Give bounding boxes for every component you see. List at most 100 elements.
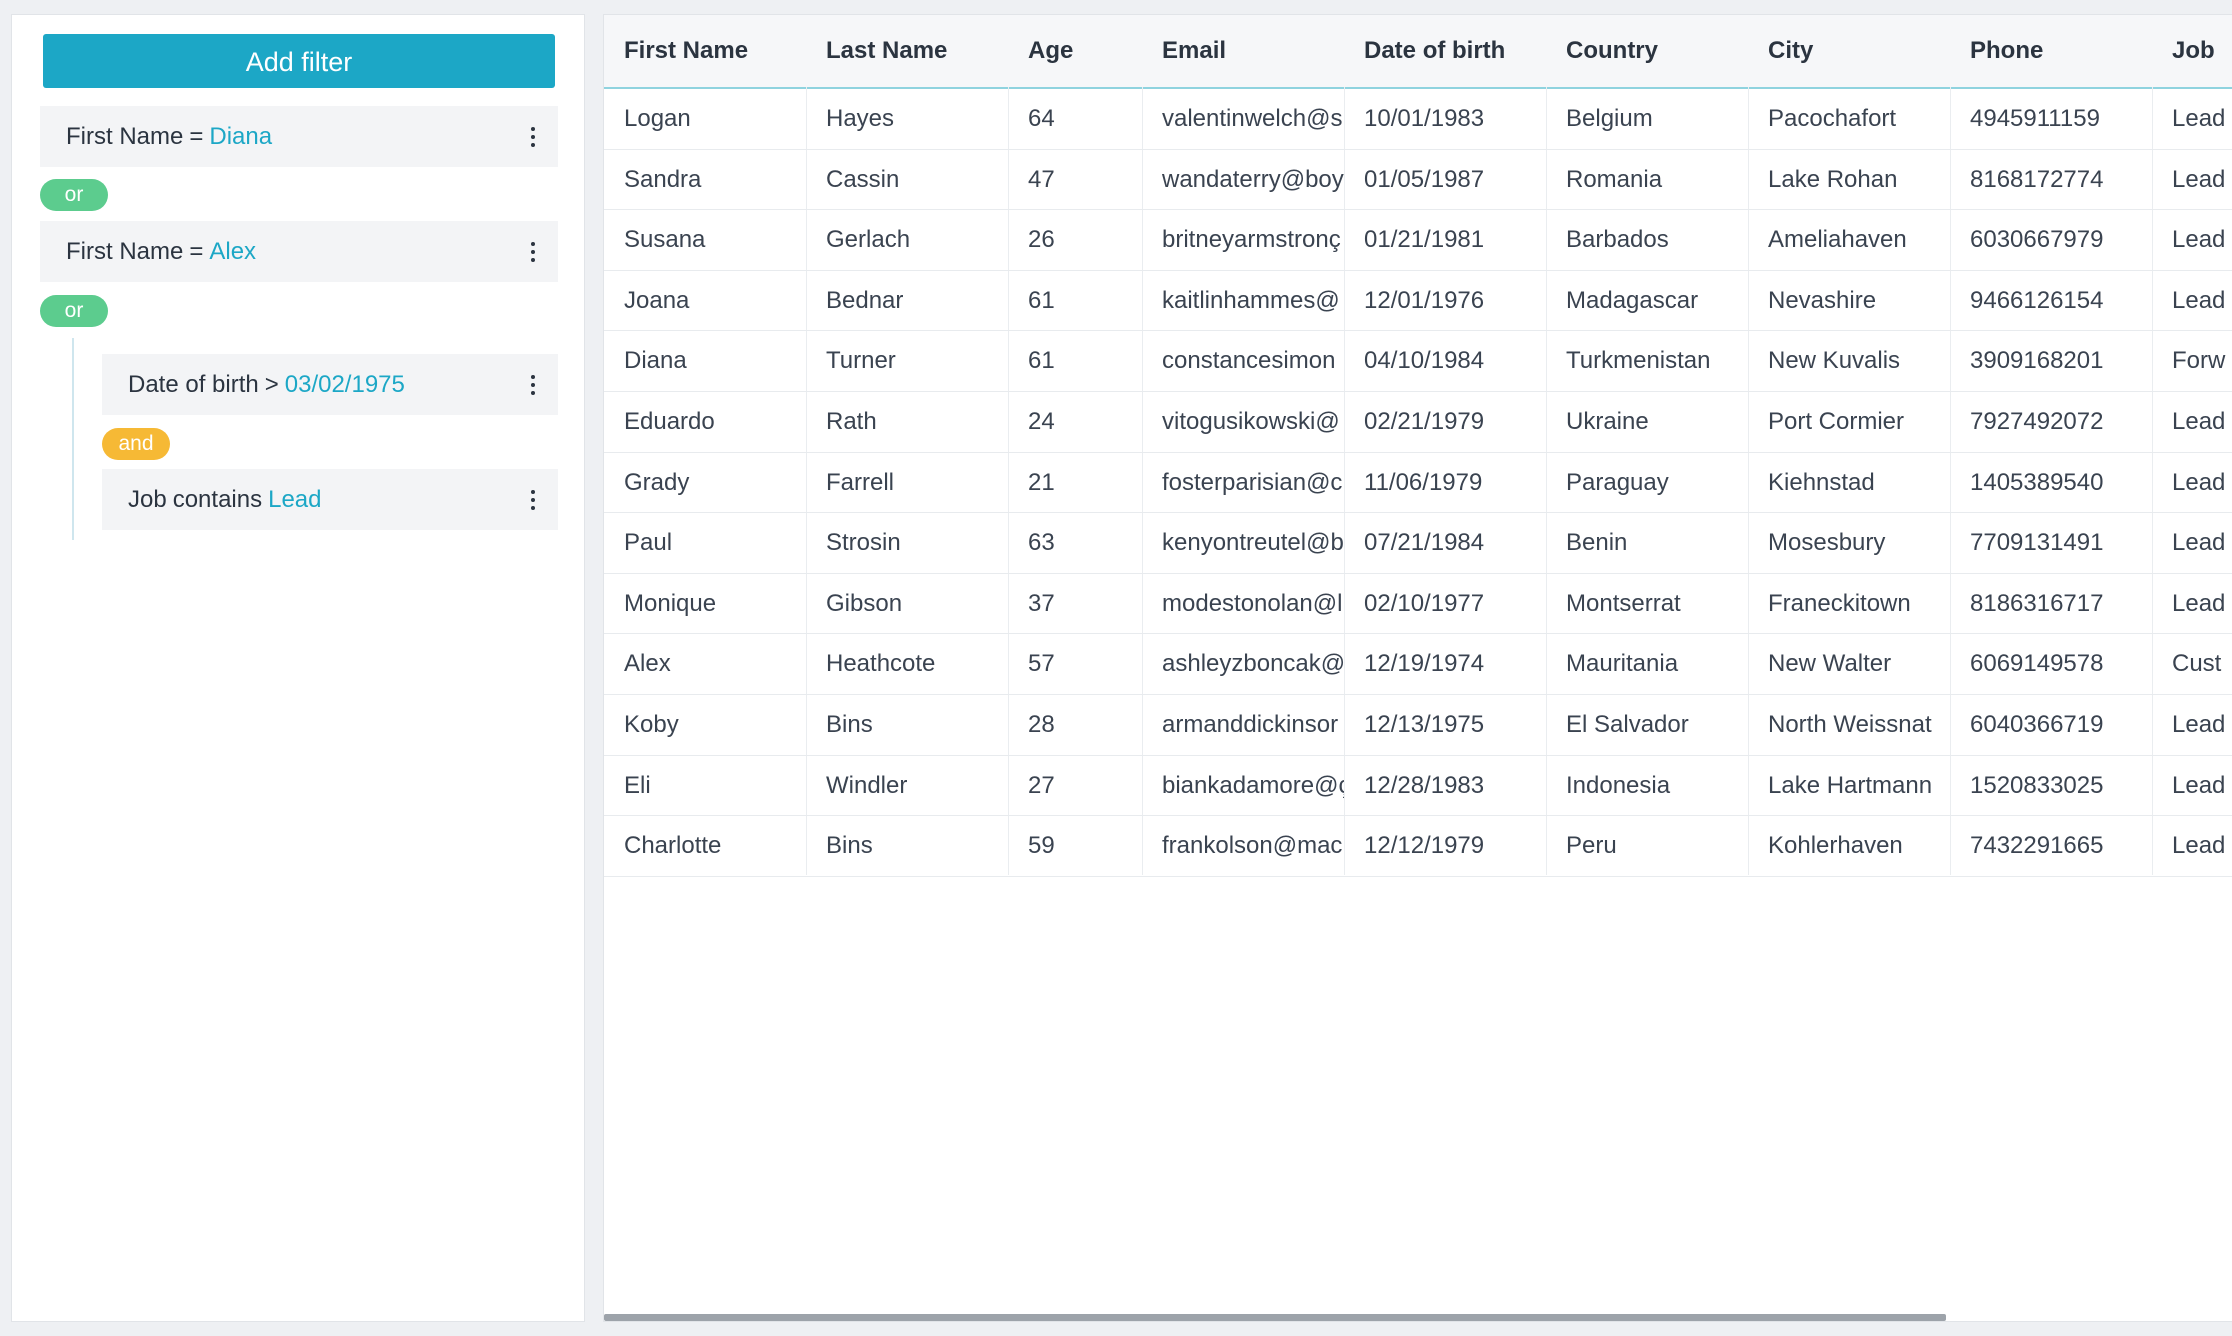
connector-or-pill[interactable]: or xyxy=(40,179,108,211)
table-row[interactable]: Grady Farrell 21 fosterparisian@c 11/06/1979… xyxy=(604,453,2232,514)
cell-city: Kiehnstad xyxy=(1768,468,1875,496)
cell-email: frankolson@mac xyxy=(1162,832,1343,860)
cell-country: Barbados xyxy=(1566,226,1669,254)
table-row[interactable]: Diana Turner 61 constancesimon 04/10/1984 Tur… xyxy=(604,331,2232,392)
column-header-age[interactable]: Age xyxy=(1028,37,1074,64)
cell-country: Montserrat xyxy=(1566,589,1681,617)
kebab-menu-icon[interactable] xyxy=(522,106,544,167)
column-divider xyxy=(806,87,807,875)
cell-last-name: Hayes xyxy=(826,105,895,132)
column-divider xyxy=(1748,87,1749,875)
cell-email: modestonolan@l xyxy=(1162,589,1343,617)
cell-age: 57 xyxy=(1028,650,1055,678)
column-header-last-name[interactable]: Last Name xyxy=(826,37,948,64)
cell-city: Nevashire xyxy=(1768,286,1877,314)
kebab-menu-icon[interactable] xyxy=(522,354,544,415)
table-row[interactable]: Charlotte Bins 59 frankolson@mac 12/12/1979 P… xyxy=(604,816,2232,877)
cell-first-name: Sandra xyxy=(624,165,702,193)
cell-first-name: Grady xyxy=(624,468,690,496)
cell-last-name: Farrell xyxy=(826,468,895,496)
connector-or-pill[interactable]: or xyxy=(40,295,108,327)
rule-value: 03/02/1975 xyxy=(284,371,405,398)
cell-first-name: Diana xyxy=(624,347,687,375)
group-indent-line xyxy=(72,338,74,540)
table-row[interactable]: Logan Hayes 64 valentinwelch@s 10/01/1983 Bel… xyxy=(604,89,2232,150)
cell-first-name: Logan xyxy=(624,105,691,132)
rule-operator: = xyxy=(189,123,204,150)
cell-phone: 8186316717 xyxy=(1970,589,2104,617)
cell-country: Romania xyxy=(1566,165,1663,193)
table-row[interactable]: Eduardo Rath 24 vitogusikowski@ 02/21/1979 Uk… xyxy=(604,392,2232,453)
cell-date-of-birth: 07/21/1984 xyxy=(1364,529,1485,557)
cell-last-name: Gerlach xyxy=(826,226,911,254)
filter-rule-first-name-diana[interactable]: First Name = Diana xyxy=(40,106,558,167)
column-header-job[interactable]: Job xyxy=(2172,37,2215,64)
table-row[interactable]: Alex Heathcote 57 ashleyzboncak@ 12/19/1974 M… xyxy=(604,634,2232,695)
cell-city: New Walter xyxy=(1768,650,1892,678)
add-filter-button[interactable]: Add filter xyxy=(43,34,555,88)
cell-phone: 3909168201 xyxy=(1970,347,2104,375)
cell-last-name: Turner xyxy=(826,347,896,375)
cell-job: Lead xyxy=(2172,407,2226,435)
cell-age: 61 xyxy=(1028,347,1055,375)
column-divider xyxy=(1546,87,1547,875)
cell-date-of-birth: 01/21/1981 xyxy=(1364,226,1485,254)
cell-phone: 7432291665 xyxy=(1970,832,2104,860)
cell-phone: 1405389540 xyxy=(1970,468,2104,496)
cell-email: valentinwelch@s xyxy=(1162,105,1343,132)
column-header-first-name[interactable]: First Name xyxy=(624,37,749,64)
filter-panel: Add filter First Name = Diana or First Nam… xyxy=(11,14,585,1322)
cell-date-of-birth: 11/06/1979 xyxy=(1364,468,1483,496)
cell-country: Madagascar xyxy=(1566,286,1699,314)
column-header-phone[interactable]: Phone xyxy=(1970,37,2044,64)
table-row[interactable]: Susana Gerlach 26 britneyarmstronç 01/21/198… xyxy=(604,210,2232,271)
table-body: Logan Hayes 64 valentinwelch@s 10/01/1983 Bel… xyxy=(604,89,2232,877)
cell-last-name: Heathcote xyxy=(826,650,936,678)
rule-operator: = xyxy=(189,238,204,265)
table-row[interactable]: Joana Bednar 61 kaitlinhammes@ 12/01/1976 Mad… xyxy=(604,271,2232,332)
cell-city: Lake Hartmann xyxy=(1768,771,1933,799)
cell-job: Lead xyxy=(2172,286,2226,314)
table-row[interactable]: Eli Windler 27 biankadamore@ç 12/28/1983 Indo… xyxy=(604,756,2232,817)
kebab-menu-icon[interactable] xyxy=(522,469,544,530)
column-header-city[interactable]: City xyxy=(1768,37,1814,64)
connector-and-pill[interactable]: and xyxy=(102,428,170,460)
cell-email: britneyarmstronç xyxy=(1162,226,1341,254)
rule-value: Lead xyxy=(268,486,322,513)
column-header-country[interactable]: Country xyxy=(1566,37,1658,64)
cell-job: Lead xyxy=(2172,226,2226,254)
column-header-email[interactable]: Email xyxy=(1162,37,1227,64)
cell-age: 47 xyxy=(1028,165,1055,193)
table-row[interactable]: Monique Gibson 37 modestonolan@l 02/10/1977 M… xyxy=(604,574,2232,635)
cell-date-of-birth: 12/12/1979 xyxy=(1364,832,1485,860)
table-row[interactable]: Koby Bins 28 armanddickinsor 12/13/1975 El Sa… xyxy=(604,695,2232,756)
column-divider xyxy=(1008,87,1009,875)
cell-first-name: Susana xyxy=(624,226,706,254)
cell-country: Peru xyxy=(1566,832,1617,860)
data-table: First Name Last Name Age Email Date of birth… xyxy=(603,14,2232,1322)
horizontal-scrollbar[interactable] xyxy=(604,1314,1946,1321)
cell-age: 63 xyxy=(1028,529,1055,557)
column-divider xyxy=(1344,87,1345,875)
kebab-menu-icon[interactable] xyxy=(522,221,544,282)
cell-phone: 9466126154 xyxy=(1970,286,2104,314)
cell-phone: 6040366719 xyxy=(1970,710,2104,738)
table-row[interactable]: Paul Strosin 63 kenyontreutel@b 07/21/1984 Be… xyxy=(604,513,2232,574)
table-row[interactable]: Sandra Cassin 47 wandaterry@boy 01/05/1987 Ro… xyxy=(604,150,2232,211)
cell-job: Lead xyxy=(2172,771,2226,799)
cell-last-name: Bins xyxy=(826,710,873,738)
table-header: First Name Last Name Age Email Date of birth… xyxy=(604,15,2232,89)
cell-city: New Kuvalis xyxy=(1768,347,1901,375)
cell-first-name: Paul xyxy=(624,529,673,557)
cell-age: 27 xyxy=(1028,771,1055,799)
filter-rule-first-name-alex[interactable]: First Name = Alex xyxy=(40,221,558,282)
filter-rule-job-contains[interactable]: Job contains Lead xyxy=(102,469,558,530)
cell-job: Lead xyxy=(2172,589,2226,617)
cell-last-name: Rath xyxy=(826,407,877,435)
cell-date-of-birth: 12/13/1975 xyxy=(1364,710,1485,738)
rule-field: Job xyxy=(128,486,167,513)
filter-rule-date-of-birth[interactable]: Date of birth >03/02/1975 xyxy=(102,354,558,415)
column-header-date-of-birth[interactable]: Date of birth xyxy=(1364,37,1506,64)
cell-email: armanddickinsor xyxy=(1162,710,1339,738)
cell-email: kaitlinhammes@ xyxy=(1162,286,1340,314)
